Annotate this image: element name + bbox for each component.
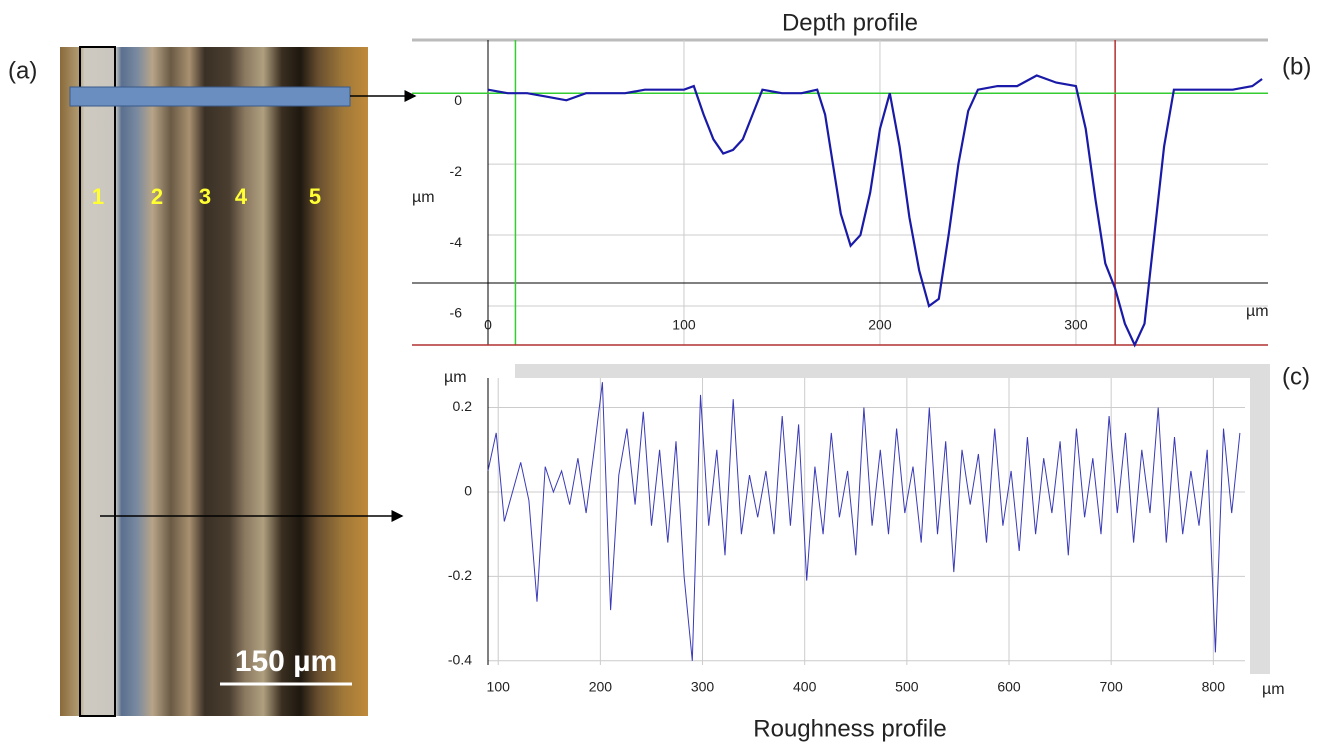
x-tick-label: 700 <box>1099 679 1123 695</box>
x-axis-label: µm <box>1246 303 1269 320</box>
scale-label: 150 µm <box>235 645 337 678</box>
chart-title: Roughness profile <box>753 715 946 742</box>
y-axis-label: µm <box>412 189 435 206</box>
panel-label: (a) <box>8 57 37 84</box>
panel-label: (b) <box>1282 53 1311 80</box>
track-label: 5 <box>309 184 321 209</box>
track-label: 1 <box>92 184 104 209</box>
x-tick-label: 100 <box>487 679 511 695</box>
data-line <box>487 382 1241 661</box>
micrograph <box>60 47 368 716</box>
x-tick-label: 200 <box>868 317 892 333</box>
x-tick-label: 300 <box>1064 317 1088 333</box>
x-tick-label: 100 <box>672 317 696 333</box>
track-label: 4 <box>235 184 248 209</box>
x-tick-label: 400 <box>793 679 817 695</box>
x-tick-label: 600 <box>997 679 1021 695</box>
y-axis-label: µm <box>444 369 467 386</box>
header-band <box>515 364 1270 378</box>
y-tick-label: -0.2 <box>448 567 472 583</box>
y-tick-label: -2 <box>450 163 463 179</box>
side-band <box>1250 364 1270 674</box>
y-tick-label: 0 <box>454 92 462 108</box>
x-tick-label: 200 <box>589 679 613 695</box>
x-tick-label: 300 <box>691 679 715 695</box>
panel-label: (c) <box>1282 363 1310 390</box>
track-label: 3 <box>199 184 211 209</box>
x-tick-label: 800 <box>1202 679 1226 695</box>
y-tick-label: -4 <box>450 234 463 250</box>
y-tick-label: 0.2 <box>453 398 473 414</box>
y-tick-label: 0 <box>464 483 472 499</box>
data-line <box>487 74 1263 348</box>
track-label: 2 <box>151 184 163 209</box>
x-axis-label: µm <box>1262 681 1285 698</box>
chart-title: Depth profile <box>782 9 918 36</box>
y-tick-label: -6 <box>450 305 463 321</box>
selection-box <box>79 46 116 717</box>
profile-bar <box>69 86 351 107</box>
y-tick-label: -0.4 <box>448 651 472 667</box>
x-tick-label: 500 <box>895 679 919 695</box>
